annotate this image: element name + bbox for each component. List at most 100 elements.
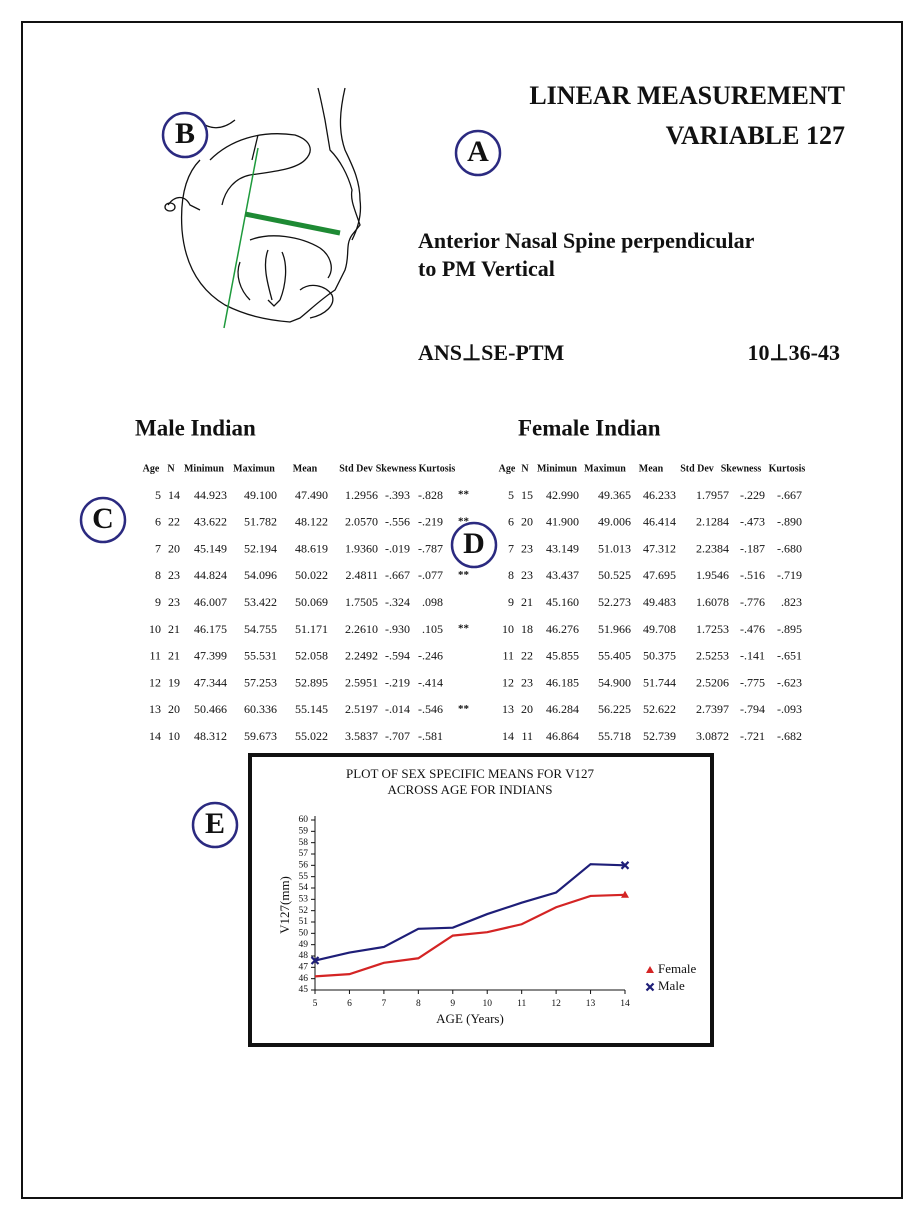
table-cell: 20 xyxy=(521,515,533,529)
table-cell: 46.276 xyxy=(546,622,579,636)
x-tick-label: 8 xyxy=(416,999,421,1009)
table-cell: -.707 xyxy=(385,729,410,743)
table-cell: 49.483 xyxy=(643,595,676,609)
table-cell: 6 xyxy=(508,515,514,529)
description: Anterior Nasal Spine perpendicular xyxy=(418,228,755,253)
table-cell: 46.007 xyxy=(194,595,227,609)
chart-title: PLOT OF SEX SPECIFIC MEANS FOR V127 xyxy=(346,766,595,781)
x-tick-label: 5 xyxy=(313,999,318,1009)
table-cell: 49.708 xyxy=(643,622,676,636)
table-cell: 55.718 xyxy=(598,729,631,743)
table-cell: 10 xyxy=(168,729,180,743)
table-cell: 1.7505 xyxy=(345,595,378,609)
table-cell: 59.673 xyxy=(244,729,277,743)
table-cell: 44.923 xyxy=(194,488,227,502)
table-cell: 8 xyxy=(508,568,514,582)
table-cell: .098 xyxy=(422,595,443,609)
table-cell: 53.422 xyxy=(244,595,277,609)
table-cell: 46.185 xyxy=(546,675,579,689)
measurement-line xyxy=(244,211,341,236)
table-cell: 14 xyxy=(149,729,161,743)
table-cell: 11 xyxy=(149,649,161,663)
table-cell: 1.7253 xyxy=(696,622,729,636)
table-cell: 52.895 xyxy=(295,675,328,689)
table-cell: 20 xyxy=(521,702,533,716)
table-cell: -.414 xyxy=(418,675,443,689)
table-cell: 23 xyxy=(521,541,533,555)
table-cell: 46.284 xyxy=(546,702,579,716)
table-cell: 55.022 xyxy=(295,729,328,743)
table-cell: -.229 xyxy=(740,488,765,502)
table-cell: -.516 xyxy=(740,568,765,582)
table-title: Male Indian xyxy=(135,415,256,440)
table-cell: 12 xyxy=(502,675,514,689)
pm-vertical-line xyxy=(223,147,259,329)
column-header: Kurtosis xyxy=(769,463,806,474)
table-cell: 43.149 xyxy=(546,541,579,555)
x-tick-label: 7 xyxy=(382,999,387,1009)
table-cell: 50.022 xyxy=(295,568,328,582)
column-header: Std Dev xyxy=(680,463,714,474)
table-cell: 47.344 xyxy=(194,675,227,689)
table-cell: 2.2610 xyxy=(345,622,378,636)
table-cell: 2.4811 xyxy=(345,568,378,582)
table-cell: 20 xyxy=(168,541,180,555)
table-cell: 19 xyxy=(168,675,180,689)
table-cell: 2.5253 xyxy=(696,649,729,663)
table-cell: -.219 xyxy=(385,675,410,689)
table-cell: 21 xyxy=(168,649,180,663)
table-cell: 12 xyxy=(149,675,161,689)
column-header: Minimun xyxy=(184,463,224,474)
table-cell: 57.253 xyxy=(244,675,277,689)
table-cell: 55.531 xyxy=(244,649,277,663)
x-axis-label: AGE (Years) xyxy=(436,1011,504,1026)
table-cell: 2.1284 xyxy=(696,515,729,529)
label-circle xyxy=(79,496,127,544)
table-cell: -.393 xyxy=(385,488,410,502)
y-tick-label: 56 xyxy=(299,861,309,871)
legend-label: Female xyxy=(658,961,696,976)
y-tick-label: 50 xyxy=(299,929,309,939)
y-tick-label: 54 xyxy=(299,883,309,893)
x-tick-label: 12 xyxy=(551,999,561,1009)
table-cell: 9 xyxy=(155,595,161,609)
x-tick-label: 6 xyxy=(347,999,352,1009)
table-cell: 46.175 xyxy=(194,622,227,636)
column-header: Age xyxy=(143,463,160,474)
column-header: Maximun xyxy=(233,463,275,474)
label-circle xyxy=(191,801,239,849)
circled-label: C xyxy=(92,502,114,535)
table-cell: 45.149 xyxy=(194,541,227,555)
table-cell: 47.695 xyxy=(643,568,676,582)
table-cell: 3.0872 xyxy=(696,729,729,743)
table-cell: -.093 xyxy=(777,702,802,716)
column-header: Mean xyxy=(639,463,664,474)
table-cell: -.930 xyxy=(385,622,410,636)
table-cell: -.324 xyxy=(385,595,410,609)
table-cell: 23 xyxy=(521,568,533,582)
table-cell: -.594 xyxy=(385,649,410,663)
series-line xyxy=(314,863,626,962)
column-header: N xyxy=(167,463,175,474)
table-cell: 51.782 xyxy=(244,515,277,529)
y-tick-label: 59 xyxy=(299,827,309,837)
table-cell: -.895 xyxy=(777,622,802,636)
table-cell: .105 xyxy=(422,622,443,636)
table-cell: -.719 xyxy=(777,568,802,582)
y-tick-label: 51 xyxy=(299,917,309,927)
table-cell: 42.990 xyxy=(546,488,579,502)
table-cell: 10 xyxy=(149,622,161,636)
legend-label: Male xyxy=(658,978,685,993)
circled-label: A xyxy=(467,135,489,168)
significance-flag: ** xyxy=(458,569,470,581)
y-tick-label: 45 xyxy=(299,985,309,995)
table-cell: 23 xyxy=(521,675,533,689)
table-cell: -.890 xyxy=(777,515,802,529)
table-cell: -.141 xyxy=(740,649,765,663)
table-cell: 43.622 xyxy=(194,515,227,529)
variable: VARIABLE 127 xyxy=(666,121,845,150)
table-cell: 55.145 xyxy=(295,702,328,716)
circled-label: D xyxy=(463,527,485,560)
table-cell: 23 xyxy=(168,595,180,609)
